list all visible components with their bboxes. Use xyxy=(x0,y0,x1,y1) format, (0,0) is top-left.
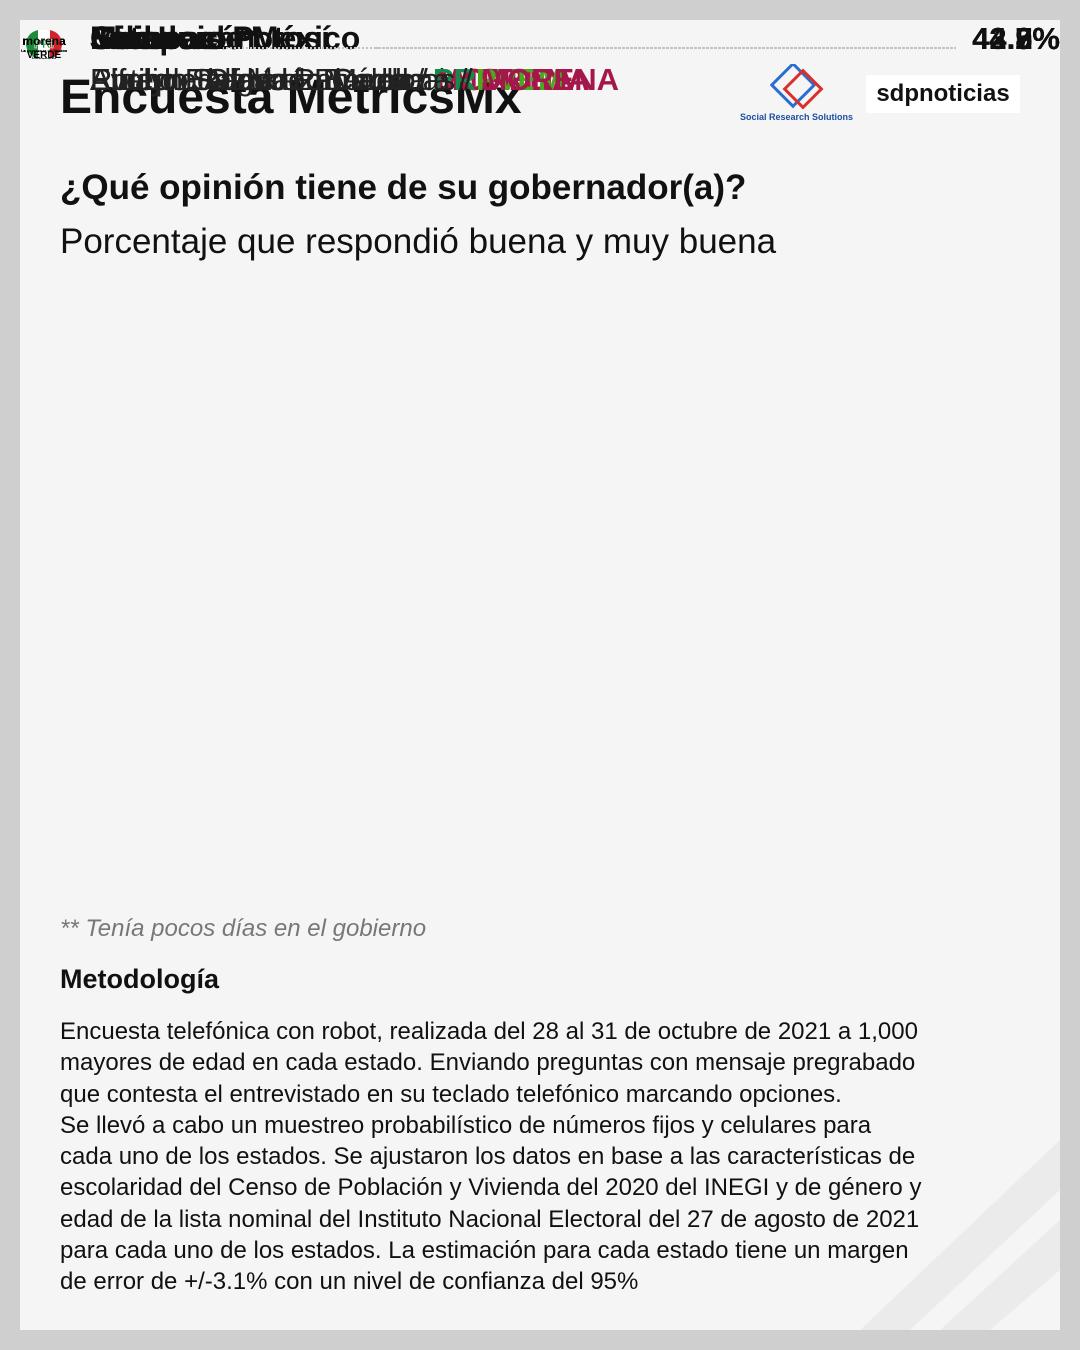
methodology-line: de error de +/-3.1% con un nivel de conf… xyxy=(60,1268,639,1296)
state: Jalisco xyxy=(90,20,199,56)
governor: Enrique Alfaro Ramírez / xyxy=(90,62,428,97)
state: Guerrero ** xyxy=(90,20,261,56)
methodology-heading: Metodología xyxy=(60,964,219,994)
state: Estado de México xyxy=(90,20,361,56)
methodology-line: que contesta el entrevistado en su tecla… xyxy=(60,1080,842,1108)
party: MORENA xyxy=(436,62,575,97)
party: MC xyxy=(436,62,485,97)
party: MORENA xyxy=(481,62,619,97)
party: PVEM xyxy=(475,62,564,97)
logo-text: La esperanza de México xyxy=(21,48,67,53)
value: 42.5% xyxy=(972,21,1060,56)
state: Michoacán xyxy=(90,20,256,56)
logo-text: Social Research Solutions xyxy=(740,112,854,122)
row-head: Estado de México 43.9% xyxy=(90,20,1060,57)
value: 42.2% xyxy=(972,21,1060,56)
title: Encuesta MetricsMx xyxy=(60,71,522,124)
row-head: Chiapas 42.2% xyxy=(90,20,1060,57)
subtitle: Porcentaje que respondió buena y muy bue… xyxy=(60,222,777,261)
methodology-line: Encuesta telefónica con robot, realizada… xyxy=(60,1018,918,1045)
logo-text: sdpnoticias xyxy=(866,75,1020,113)
methodology: Encuesta telefónica con robot, realizada… xyxy=(60,1016,921,1298)
state: Chiapas xyxy=(90,20,215,56)
governor-line: Alfredo Ramírez Bedolla / MORENA xyxy=(90,62,590,98)
logo-text: VERDE xyxy=(26,50,62,61)
party: PRI xyxy=(432,62,485,97)
governor: Alfredo del Mazo Maza / xyxy=(90,62,425,97)
governor: Ricardo Gallardo Cardona / xyxy=(90,62,468,97)
methodology-line: para cada uno de los estados. La estimac… xyxy=(60,1237,909,1265)
governor-line: Alfredo del Mazo Maza / PRI xyxy=(90,62,485,98)
footnote: ** Tenía pocos días en el gobierno xyxy=(60,915,427,942)
governor: Evelyn Salgado Pineda / xyxy=(90,62,428,97)
card: Encuesta MetricsMx Social Research Solut… xyxy=(20,20,1060,1330)
methodology-line: mayores de edad en cada estado. Enviando… xyxy=(60,1049,916,1077)
party: MORENA xyxy=(451,62,590,97)
methodology-line: edad de la lista nominal del Instituto N… xyxy=(60,1205,920,1233)
value: 44.2% xyxy=(972,21,1060,56)
methodology-line: Se llevó a cabo un muestreo probabilísti… xyxy=(60,1111,872,1139)
governor-line: Enrique Alfaro Ramírez / MC xyxy=(90,62,485,98)
value: 44.8% xyxy=(972,21,1060,56)
decoration xyxy=(860,1140,1060,1330)
logo-text: PRI xyxy=(26,30,62,58)
governor-line: Rutilio Escandón Cadenas / MORENA xyxy=(90,62,619,98)
value: 44.7% xyxy=(972,21,1060,56)
value: 43.9% xyxy=(972,21,1060,56)
governor-line: Evelyn Salgado Pineda / MORENA xyxy=(90,62,574,98)
state: San Luis Potosí xyxy=(90,20,331,56)
methodology-line: cada uno de los estados. Se ajustaron lo… xyxy=(60,1143,916,1171)
leader xyxy=(230,47,957,49)
governor-line: Ricardo Gallardo Cardona / PVEM xyxy=(90,62,564,98)
question: ¿Qué opinión tiene de su gobernador(a)? xyxy=(60,168,747,207)
governor: Alfredo Ramírez Bedolla / xyxy=(90,62,444,97)
logo-text: morena xyxy=(22,34,66,48)
governor: Rutilio Escandón Cadenas / xyxy=(90,62,473,97)
logo-icon xyxy=(770,64,824,110)
methodology-line: escolaridad del Censo de Población y Viv… xyxy=(60,1174,922,1202)
